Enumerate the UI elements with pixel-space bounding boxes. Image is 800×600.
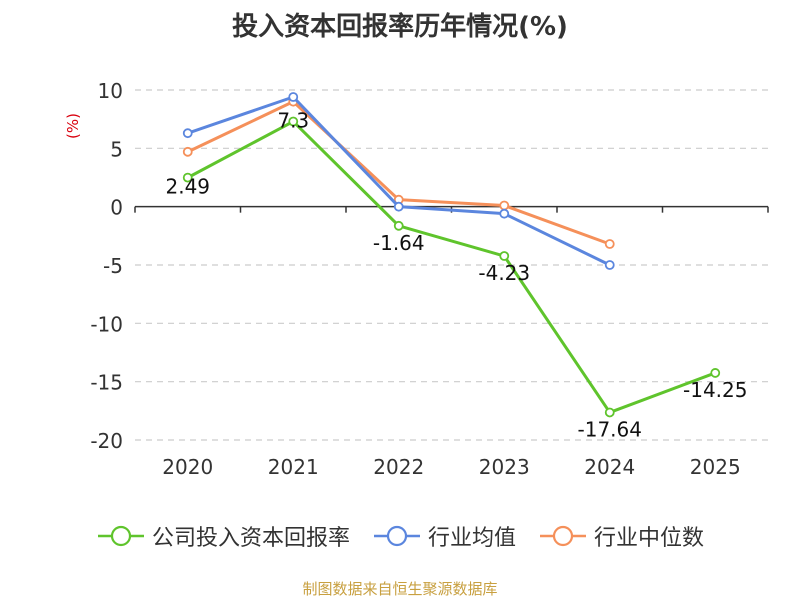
x-tick-label: 2025 (690, 455, 741, 479)
legend: 公司投入资本回报率 行业均值 行业中位数 (0, 520, 800, 552)
data-point (182, 128, 193, 139)
data-label: -17.64 (578, 417, 642, 441)
legend-line-circle-icon (373, 525, 420, 547)
x-tick-label: 2022 (373, 455, 424, 479)
data-label: 2.49 (165, 175, 210, 199)
x-tick-label: 2021 (268, 455, 319, 479)
data-point (604, 239, 615, 249)
data-point (182, 146, 193, 157)
data-point (393, 201, 404, 212)
x-tick-label: 2024 (584, 455, 635, 479)
data-point (499, 200, 510, 211)
data-label: -4.23 (478, 261, 530, 285)
y-axis-label: (%) (64, 113, 82, 139)
data-point (288, 116, 299, 127)
legend-line-circle-icon (540, 525, 586, 547)
legend-item[interactable]: 行业均值 (372, 520, 516, 552)
data-point (393, 220, 404, 231)
y-tick-label: 10 (98, 79, 123, 103)
data-label: -14.25 (683, 378, 747, 402)
series-line (187, 120, 716, 414)
legend-item[interactable]: 公司投入资本回报率 (96, 520, 350, 552)
y-tick-label: -10 (90, 312, 123, 336)
data-label: -1.64 (373, 231, 425, 255)
source-note: 制图数据来自恒生聚源数据库 (302, 580, 498, 598)
data-point (604, 260, 615, 270)
x-tick-label: 2020 (162, 455, 213, 479)
data-label: 7.3 (277, 109, 309, 133)
legend-label: 行业均值 (427, 526, 516, 551)
y-tick-label: 5 (110, 137, 123, 161)
legend-label: 公司投入资本回报率 (151, 526, 350, 551)
y-tick-label: -5 (103, 254, 123, 278)
data-point (604, 407, 615, 418)
data-point (182, 172, 193, 183)
data-point (499, 251, 510, 261)
legend-line-circle-icon (97, 525, 144, 547)
legend-label: 行业中位数 (594, 526, 705, 551)
data-point (499, 208, 510, 219)
data-point (710, 368, 721, 378)
y-tick-label: -15 (90, 371, 123, 395)
x-tick-label: 2023 (479, 455, 530, 479)
y-tick-label: 0 (110, 196, 123, 220)
chart-title: 投入资本回报率历年情况(%) (232, 12, 568, 42)
data-point (288, 92, 299, 102)
y-tick-label: -20 (90, 429, 123, 453)
legend-item[interactable]: 行业中位数 (538, 520, 704, 552)
